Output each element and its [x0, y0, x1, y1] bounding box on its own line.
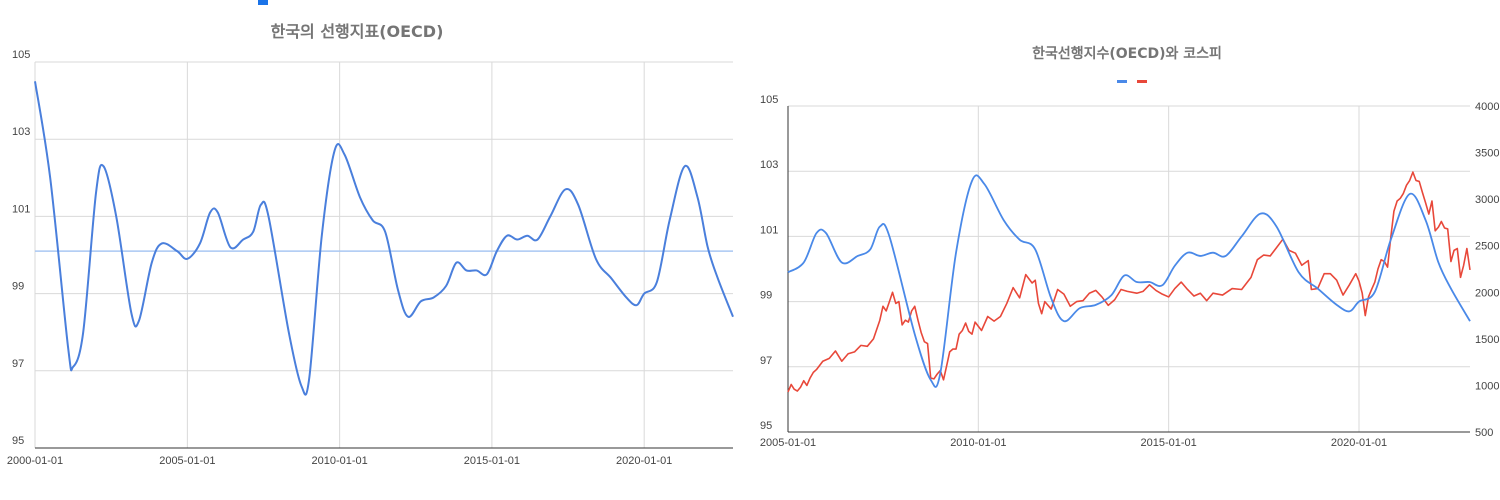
chart2-left-tick-label: 99 — [760, 290, 772, 302]
chart2-legend-swatch-kospi — [1137, 80, 1147, 83]
chart2-x-tick-label: 2015-01-01 — [1141, 437, 1197, 449]
chart2-right-tick-label: 4000 — [1475, 101, 1499, 113]
chart2-right-tick-label: 2000 — [1475, 287, 1499, 299]
chart2-right-tick-label: 1500 — [1475, 334, 1499, 346]
chart1-x-tick-label: 2020-01-01 — [616, 455, 672, 467]
chart2-right-tick-label: 2500 — [1475, 241, 1499, 253]
chart1-y-tick-label: 99 — [12, 281, 24, 293]
chart1-x-tick-label: 2005-01-01 — [159, 455, 215, 467]
chart1-y-tick-label: 103 — [12, 126, 30, 138]
chart2-right-tick-label: 3500 — [1475, 148, 1499, 160]
chart2-x-tick-label: 2005-01-01 — [760, 437, 816, 449]
chart2-left-tick-label: 97 — [760, 355, 772, 367]
chart1-title: 한국의 선행지표(OECD) — [271, 22, 444, 41]
chart1-y-tick-label: 101 — [12, 203, 30, 215]
chart2-kospi-line — [787, 171, 1471, 393]
chart2-right-tick-label: 500 — [1475, 427, 1493, 439]
chart1-x-tick-label: 2015-01-01 — [464, 455, 520, 467]
chart2-right-tick-label: 3000 — [1475, 194, 1499, 206]
chart2-left-tick-label: 105 — [760, 94, 778, 106]
top-accent-mark — [258, 0, 268, 5]
chart1-y-tick-label: 97 — [12, 358, 24, 370]
chart2-x-tick-label: 2020-01-01 — [1331, 437, 1387, 449]
chart2-x-tick-label: 2010-01-01 — [950, 437, 1006, 449]
chart1-x-tick-label: 2010-01-01 — [311, 455, 367, 467]
chart1-y-tick-label: 105 — [12, 49, 30, 61]
chart1-series-line — [34, 81, 734, 396]
chart1-x-tick-label: 2000-01-01 — [7, 455, 63, 467]
chart2-left-tick-label: 101 — [760, 224, 778, 236]
chart2-left-tick-label: 95 — [760, 420, 772, 432]
chart1-y-tick-label: 95 — [12, 435, 24, 447]
chart2-left-tick-label: 103 — [760, 159, 778, 171]
chart2-title: 한국선행지수(OECD)와 코스피 — [1032, 45, 1222, 62]
chart2-cli-line — [787, 174, 1471, 388]
chart2-right-tick-label: 1000 — [1475, 380, 1499, 392]
chart2-legend-swatch-cli — [1117, 80, 1127, 83]
